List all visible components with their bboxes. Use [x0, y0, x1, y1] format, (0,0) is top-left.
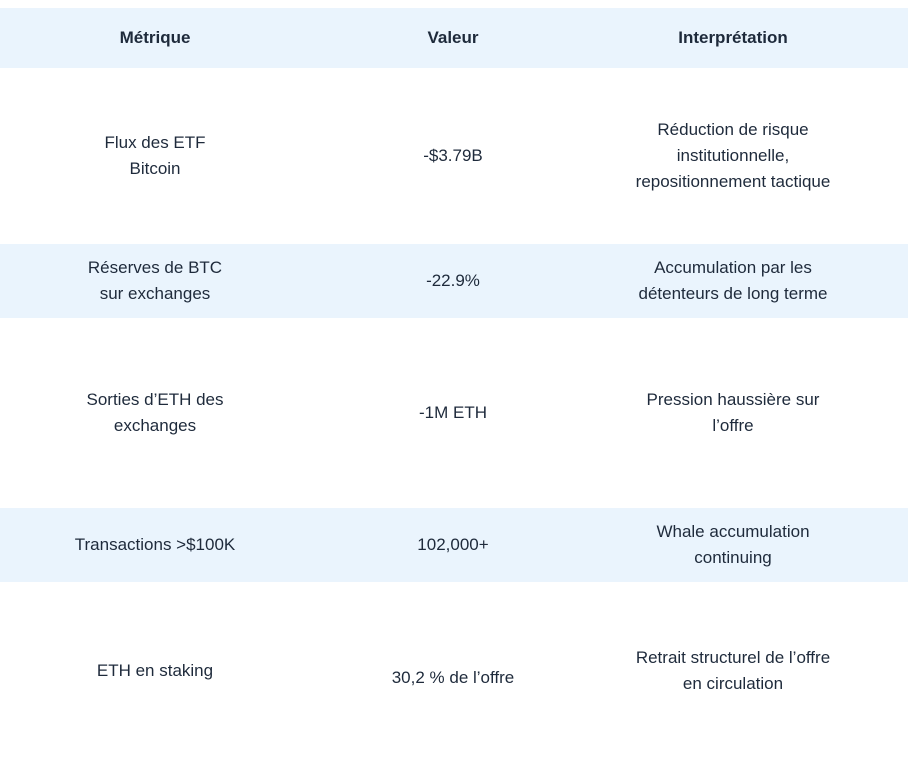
- table-row: Transactions >$100K 102,000+ Whale accum…: [0, 508, 908, 582]
- interpretation-cell: Réduction de risque institutionnelle, re…: [596, 117, 870, 195]
- interpretation-line: l’offre: [712, 416, 754, 435]
- metric-line: Transactions >$100K: [74, 535, 236, 554]
- metric-line: ETH en staking: [96, 661, 214, 680]
- interpretation-line: Pression haussière sur: [646, 390, 820, 409]
- value-cell: 30,2 % de l’offre: [391, 668, 515, 687]
- interpretation-line: institutionnelle,: [676, 146, 790, 165]
- interpretation-line: continuing: [694, 548, 772, 567]
- metric-line: sur exchanges: [99, 284, 211, 303]
- metric-line: exchanges: [113, 416, 197, 435]
- table-row: Flux des ETF Bitcoin -$3.79B Réduction d…: [0, 68, 908, 244]
- metric-line: Bitcoin: [129, 159, 181, 178]
- interpretation-line: en circulation: [682, 674, 784, 693]
- interpretation-cell: Retrait structurel de l’offre en circula…: [596, 645, 870, 697]
- metric-cell: Sorties d’ETH des exchanges: [0, 387, 310, 439]
- table-row: ETH en staking 30,2 % de l’offre Retrait…: [0, 582, 908, 760]
- header-value: Valeur: [427, 28, 479, 47]
- metric-line: Flux des ETF: [104, 133, 206, 152]
- interpretation-line: repositionnement tactique: [635, 172, 831, 191]
- interpretation-cell: Whale accumulation continuing: [596, 519, 870, 571]
- interpretation-line: Whale accumulation: [656, 522, 810, 541]
- interpretation-line: Retrait structurel de l’offre: [635, 648, 831, 667]
- value-cell: -22.9%: [426, 271, 480, 290]
- header-metric: Métrique: [119, 28, 191, 47]
- interpretation-cell: Accumulation par les détenteurs de long …: [596, 255, 870, 307]
- interpretation-cell: Pression haussière sur l’offre: [596, 387, 870, 439]
- header-interpretation: Interprétation: [678, 28, 788, 47]
- interpretation-line: détenteurs de long terme: [638, 284, 828, 303]
- metric-cell: Flux des ETF Bitcoin: [0, 130, 310, 182]
- table-row: Réserves de BTC sur exchanges -22.9% Acc…: [0, 244, 908, 318]
- value-cell: -$3.79B: [423, 146, 483, 165]
- value-cell: -1M ETH: [419, 403, 487, 422]
- metric-line: Réserves de BTC: [87, 258, 223, 277]
- table-row: Sorties d’ETH des exchanges -1M ETH Pres…: [0, 318, 908, 508]
- metric-cell: Réserves de BTC sur exchanges: [0, 255, 310, 307]
- table-header: Métrique Valeur Interprétation: [0, 8, 908, 68]
- metric-cell: ETH en staking: [0, 658, 310, 684]
- metric-cell: Transactions >$100K: [0, 532, 310, 558]
- interpretation-line: Réduction de risque: [657, 120, 809, 139]
- value-cell: 102,000+: [417, 535, 489, 554]
- interpretation-line: Accumulation par les: [654, 258, 812, 277]
- metric-line: Sorties d’ETH des: [86, 390, 224, 409]
